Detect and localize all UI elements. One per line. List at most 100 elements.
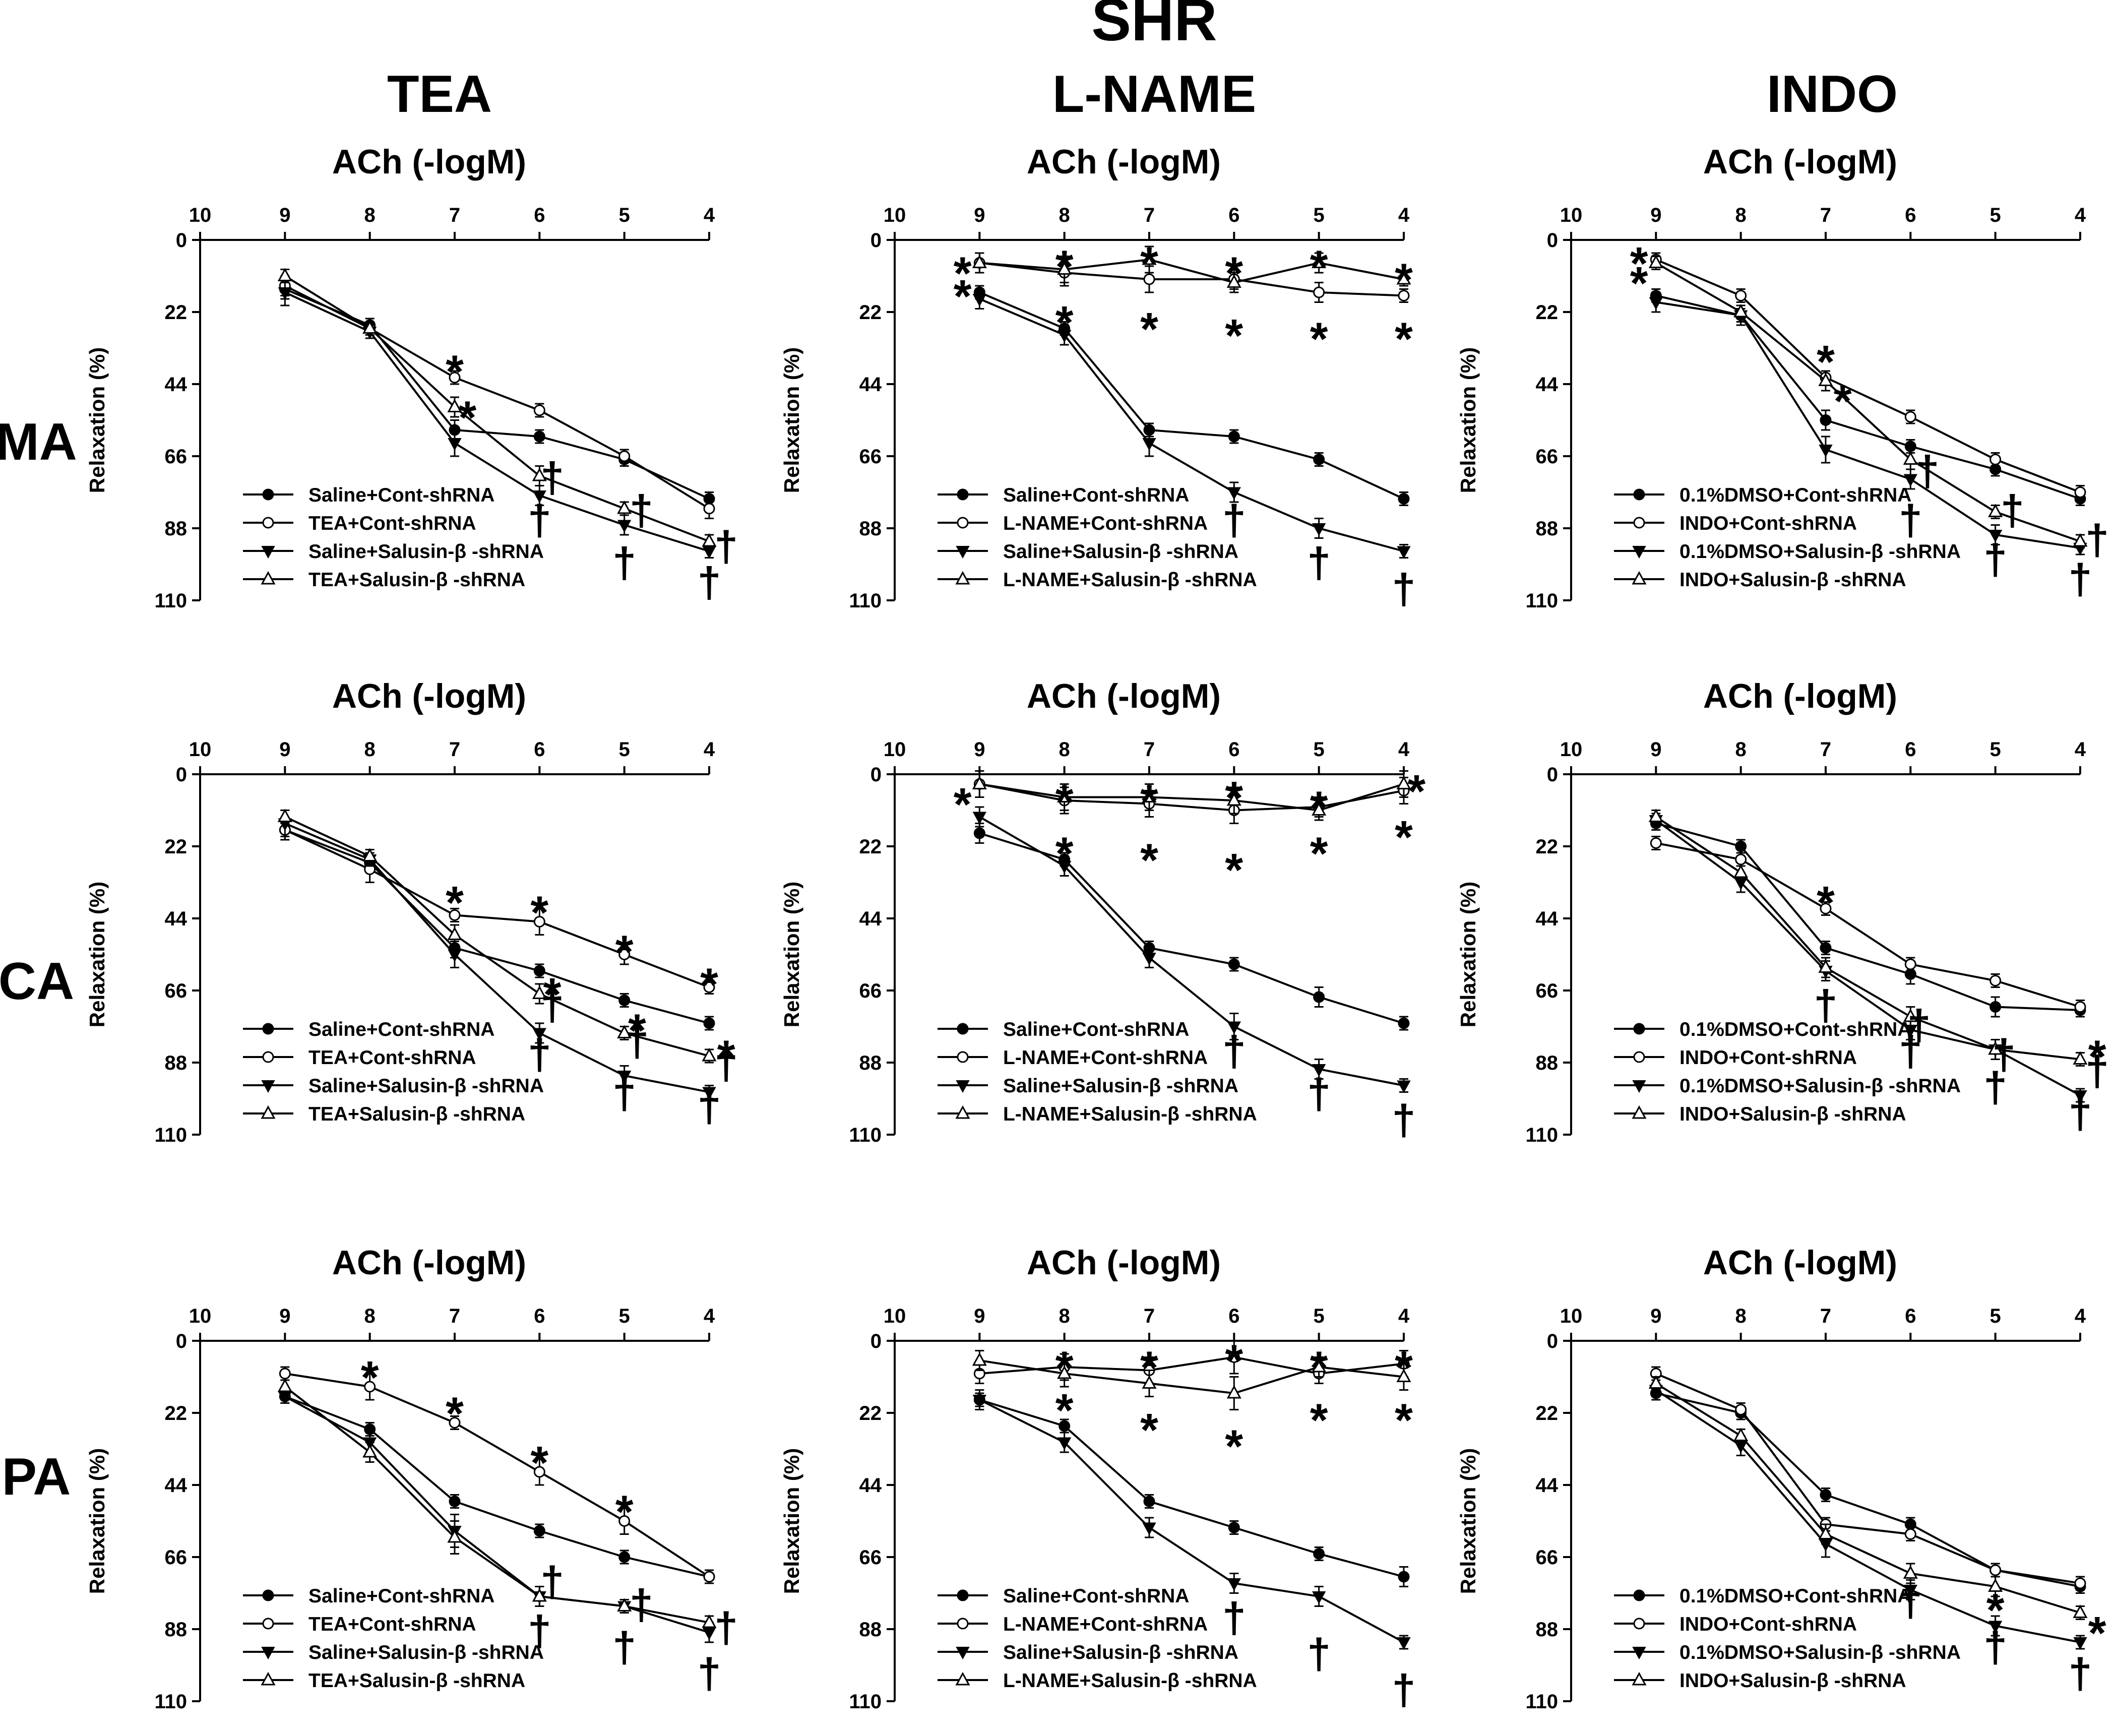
legend-label: 0.1%DMSO+Cont-shRNA (1679, 1585, 1911, 1607)
significance-asterisk: * (717, 1031, 735, 1083)
legend-marker (261, 1105, 276, 1119)
x-tick-label: 6 (1905, 1305, 1916, 1327)
significance-asterisk: * (1055, 1342, 1074, 1394)
y-tick-label: 110 (1525, 590, 1558, 612)
y-tick-label: 0 (176, 229, 187, 252)
y-tick-label: 0 (1547, 764, 1558, 786)
data-point (1649, 297, 1663, 310)
data-point (1733, 1428, 1749, 1441)
legend-marker (262, 517, 274, 529)
series-line-3 (284, 291, 710, 552)
data-point (1227, 1021, 1241, 1034)
y-tick-label: 66 (1536, 446, 1559, 468)
legend-label: L-NAME+Cont-shRNA (1003, 513, 1208, 534)
legend-marker (957, 1589, 969, 1601)
legend-marker (1632, 1647, 1646, 1660)
row-title-ca: CA (0, 952, 74, 1011)
y-tick-label: 0 (870, 764, 882, 786)
x-tick-label: 10 (1560, 738, 1583, 761)
data-point (533, 1466, 545, 1478)
legend-marker (1633, 1023, 1645, 1035)
x-tick-label: 6 (534, 738, 545, 761)
x-tick-label: 8 (1059, 738, 1070, 761)
data-point (1988, 1041, 2003, 1055)
data-point (279, 1368, 291, 1380)
legend-marker (1632, 546, 1646, 559)
significance-asterisk: * (1310, 828, 1328, 880)
series-line-1 (284, 829, 710, 1024)
data-point (1820, 903, 1832, 914)
data-point (2073, 1051, 2088, 1065)
y-tick-label: 88 (165, 518, 188, 540)
data-point (1398, 493, 1410, 505)
legend-marker (262, 1618, 274, 1630)
series-line-3 (979, 298, 1404, 552)
data-point (1989, 1564, 2002, 1576)
data-point (1057, 1437, 1072, 1450)
significance-asterisk: * (954, 248, 972, 299)
y-tick-label: 0 (176, 1330, 187, 1352)
x-tick-label: 10 (884, 1305, 906, 1327)
x-tick-label: 9 (1650, 1305, 1661, 1327)
y-axis-title: Relaxation (%) (780, 347, 803, 493)
legend-label: TEA+Cont-shRNA (308, 513, 476, 534)
x-tick-label: 8 (364, 204, 376, 226)
series-line-2 (284, 285, 710, 510)
legend-label: L-NAME+Salusin-β -shRNA (1003, 1670, 1257, 1692)
significance-dagger: † (528, 1031, 551, 1078)
data-point (277, 268, 292, 281)
series-line-1 (1655, 822, 2081, 1011)
data-point (1142, 789, 1157, 802)
data-point (1903, 1585, 1918, 1598)
y-tick-label: 110 (849, 1691, 882, 1713)
legend-label: INDO+Salusin-β -shRNA (1679, 569, 1906, 591)
significance-dagger: † (714, 523, 738, 570)
significance-dagger: † (1907, 1002, 1931, 1049)
y-tick-label: 44 (165, 908, 188, 930)
significance-asterisk: * (2088, 1031, 2106, 1083)
x-axis-title: ACh (-logM) (332, 143, 526, 181)
data-point (1988, 504, 2003, 517)
x-tick-label: 9 (1650, 738, 1661, 761)
y-tick-label: 22 (1536, 301, 1559, 324)
series-line-3 (979, 1399, 1404, 1643)
x-tick-label: 7 (449, 1305, 460, 1327)
significance-asterisk: * (1395, 1395, 1413, 1446)
y-tick-label: 44 (859, 1474, 882, 1497)
significance-asterisk: * (1310, 314, 1328, 365)
y-tick-label: 44 (859, 374, 882, 396)
data-point (617, 1025, 632, 1038)
y-tick-label: 22 (859, 836, 882, 858)
data-point (1398, 1017, 1410, 1029)
y-tick-label: 88 (165, 1052, 188, 1074)
significance-dagger: † (1307, 539, 1331, 587)
data-point (1312, 1591, 1326, 1604)
significance-dagger: † (1392, 1096, 1416, 1144)
data-point (1988, 1578, 2003, 1592)
legend-label: Saline+Cont-shRNA (1003, 1019, 1189, 1040)
data-point (448, 438, 462, 451)
legend-label: INDO+Cont-shRNA (1679, 513, 1857, 534)
data-point (1226, 1385, 1241, 1399)
data-point (2074, 1001, 2086, 1013)
data-point (2074, 1577, 2086, 1589)
row-title-ma: MA (0, 413, 77, 471)
significance-dagger: † (2069, 1090, 2092, 1137)
significance-asterisk: * (1225, 845, 1243, 896)
x-tick-label: 8 (364, 738, 376, 761)
data-point (1648, 255, 1663, 268)
data-point (1313, 286, 1325, 298)
data-point (1313, 1548, 1325, 1560)
significance-asterisk: * (1395, 1342, 1413, 1394)
significance-asterisk: * (361, 1352, 379, 1404)
data-point (1057, 1365, 1072, 1379)
data-point (2073, 1637, 2087, 1650)
data-point (1228, 430, 1240, 443)
data-point (1396, 776, 1411, 789)
significance-asterisk: * (1140, 835, 1158, 886)
series-line-2 (979, 783, 1404, 812)
series-line-4 (979, 783, 1404, 812)
significance-asterisk: * (615, 926, 634, 978)
data-point (447, 1529, 462, 1543)
data-point (364, 1381, 376, 1393)
